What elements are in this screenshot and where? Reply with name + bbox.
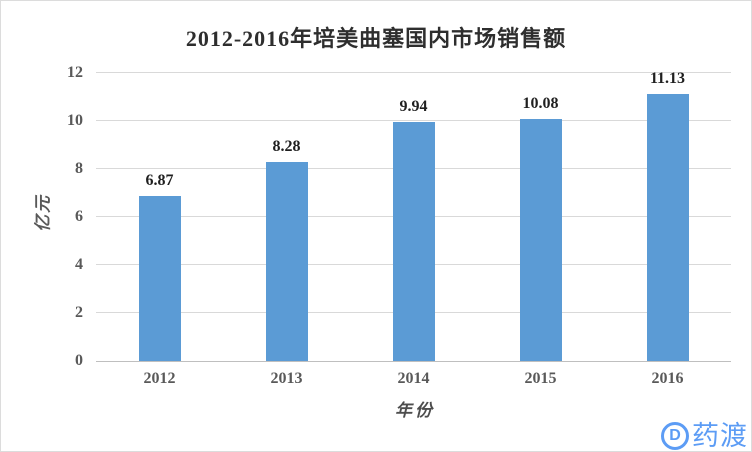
y-tick-label: 0 [75, 352, 83, 369]
y-tick-label: 2 [75, 304, 83, 321]
bar-value-label: 8.28 [272, 138, 301, 156]
y-tick-label: 10 [67, 112, 83, 129]
yaodu-logo-letter: D [669, 427, 681, 444]
bar-2012 [138, 196, 181, 361]
bar-2016 [646, 93, 689, 361]
x-axis-title: 年份 [395, 401, 435, 420]
y-tick-label: 4 [75, 256, 83, 273]
chart-title: 2012-2016年培美曲塞国内市场销售额 [185, 26, 567, 51]
x-tick-label: 2013 [270, 370, 303, 387]
gridline [96, 120, 731, 121]
bar-value-label: 11.13 [649, 69, 686, 87]
x-tick-label: 2014 [397, 370, 430, 387]
y-tick-label: 8 [75, 160, 83, 177]
y-tick-label: 6 [75, 208, 83, 225]
bar-value-label: 9.94 [399, 98, 428, 116]
x-tick-label: 2015 [524, 370, 557, 387]
bar-2014 [392, 122, 435, 361]
y-tick-label: 12 [67, 64, 83, 81]
watermark-text: 药渡 [692, 420, 748, 451]
x-tick-label: 2012 [143, 370, 176, 387]
bar-value-label: 10.08 [522, 95, 559, 113]
watermark: D 药渡 [661, 422, 748, 450]
bar-2013 [265, 162, 308, 361]
x-tick-label: 2016 [651, 370, 684, 387]
gridline [96, 72, 731, 73]
yaodu-logo-icon: D [661, 422, 689, 450]
bar-2015 [519, 119, 562, 361]
plot-area: 6.87 8.28 9.94 10.08 11.13 [96, 69, 731, 362]
bar-value-label: 6.87 [145, 172, 174, 190]
